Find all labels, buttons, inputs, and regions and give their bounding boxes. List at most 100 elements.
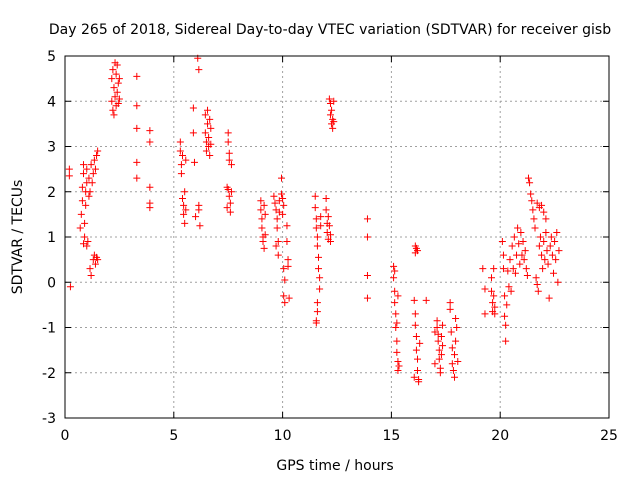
data-point (82, 201, 90, 209)
data-point (273, 224, 281, 232)
data-point (449, 366, 457, 374)
data-point (312, 224, 320, 232)
data-point (261, 231, 269, 239)
x-tick-label: 10 (274, 428, 292, 444)
data-point (533, 199, 541, 207)
data-point (146, 204, 154, 212)
data-point (326, 238, 334, 246)
data-point (546, 242, 554, 250)
data-point (439, 342, 447, 350)
data-point (448, 344, 456, 352)
data-point (113, 61, 121, 69)
data-point (519, 238, 527, 246)
data-point (227, 188, 235, 196)
x-axis-label: GPS time / hours (276, 458, 393, 474)
data-point (481, 310, 489, 318)
data-point (509, 265, 517, 273)
data-point (524, 174, 532, 182)
data-point (393, 319, 401, 327)
data-point (548, 251, 556, 259)
data-point (223, 183, 231, 191)
data-point (181, 188, 189, 196)
data-point (526, 179, 534, 187)
data-point (514, 224, 522, 232)
data-point (260, 244, 268, 252)
data-point (133, 102, 141, 110)
data-point (283, 238, 291, 246)
grid-lines (65, 56, 609, 418)
tick-labels: -3 -2 -1 0 1 2 3 4 5 0 5 10 15 20 25 (42, 49, 618, 444)
data-point (391, 299, 399, 307)
data-point (189, 129, 197, 137)
data-point (224, 129, 232, 137)
data-point (326, 111, 334, 119)
y-tick-label: -1 (42, 321, 56, 337)
data-point (65, 165, 73, 173)
data-point (94, 147, 102, 155)
data-point (311, 192, 319, 200)
data-point (181, 219, 189, 227)
data-point (79, 240, 87, 248)
data-point (272, 242, 280, 250)
data-point (553, 228, 561, 236)
data-point (317, 213, 325, 221)
data-point (86, 188, 94, 196)
data-point (390, 262, 398, 270)
data-point (257, 197, 265, 205)
data-point (414, 366, 422, 374)
data-point (325, 222, 333, 230)
data-point (414, 355, 422, 363)
data-point (274, 238, 282, 246)
data-point (94, 256, 102, 264)
data-point (392, 324, 400, 331)
data-point (437, 333, 445, 341)
data-point (529, 206, 537, 214)
data-point (79, 161, 87, 169)
y-tick-label: 3 (47, 140, 56, 156)
data-point (540, 238, 548, 246)
data-point (436, 369, 444, 377)
data-point (225, 156, 233, 164)
data-point (540, 208, 548, 216)
data-point (539, 265, 547, 273)
data-point (538, 201, 546, 209)
data-point (415, 378, 423, 386)
data-point (527, 190, 535, 198)
data-point (330, 118, 338, 126)
data-point (543, 247, 551, 255)
data-point (433, 324, 441, 331)
data-point (506, 256, 514, 264)
data-point (502, 337, 510, 345)
data-point (487, 287, 495, 295)
data-point (81, 219, 89, 227)
data-point (542, 228, 550, 236)
data-point (176, 138, 184, 146)
data-point (435, 355, 443, 363)
data-point (431, 360, 439, 368)
data-point (501, 292, 509, 300)
data-point (542, 215, 550, 223)
data-point (202, 147, 210, 155)
data-point (503, 301, 511, 309)
data-point (411, 321, 419, 329)
data-point (205, 133, 213, 141)
data-point (317, 222, 325, 230)
data-point (258, 224, 266, 232)
data-point (391, 287, 399, 295)
data-point (507, 287, 515, 295)
data-point (224, 138, 232, 146)
data-point (313, 242, 321, 250)
data-point (329, 124, 337, 132)
data-point (394, 357, 402, 365)
data-point (434, 337, 442, 345)
data-point (177, 161, 185, 169)
data-point (83, 165, 91, 173)
data-point (113, 88, 121, 96)
data-point (410, 296, 418, 304)
data-point (315, 265, 323, 273)
data-point (431, 328, 439, 336)
data-point (394, 292, 402, 300)
data-point (284, 256, 292, 264)
data-point (201, 129, 209, 137)
